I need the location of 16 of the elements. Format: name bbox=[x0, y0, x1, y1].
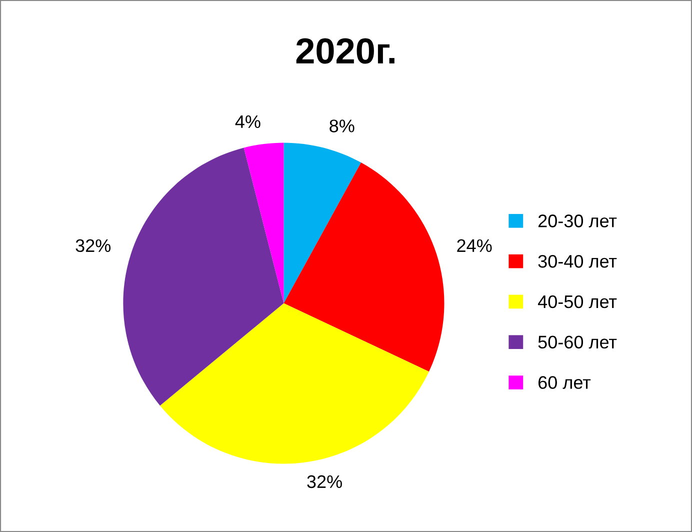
pie-slice bbox=[284, 142, 362, 304]
legend-label: 50-60 лет bbox=[538, 336, 617, 349]
data-label: 4% bbox=[235, 115, 260, 128]
legend-label: 40-50 лет bbox=[538, 295, 617, 308]
data-label: 24% bbox=[457, 239, 492, 252]
data-label: 32% bbox=[307, 475, 342, 488]
chart-title: 2020г. bbox=[296, 38, 394, 64]
data-label: 32% bbox=[76, 239, 111, 252]
pie-slice bbox=[160, 303, 429, 464]
pie-slice bbox=[284, 162, 444, 372]
pie-slice bbox=[244, 142, 284, 304]
legend-label: 60 лет bbox=[538, 376, 591, 389]
data-label: 8% bbox=[330, 120, 354, 132]
pie-slice bbox=[123, 148, 284, 406]
legend-label: 30-40 лет bbox=[538, 254, 617, 268]
legend-label: 20-30 лет bbox=[538, 214, 617, 228]
